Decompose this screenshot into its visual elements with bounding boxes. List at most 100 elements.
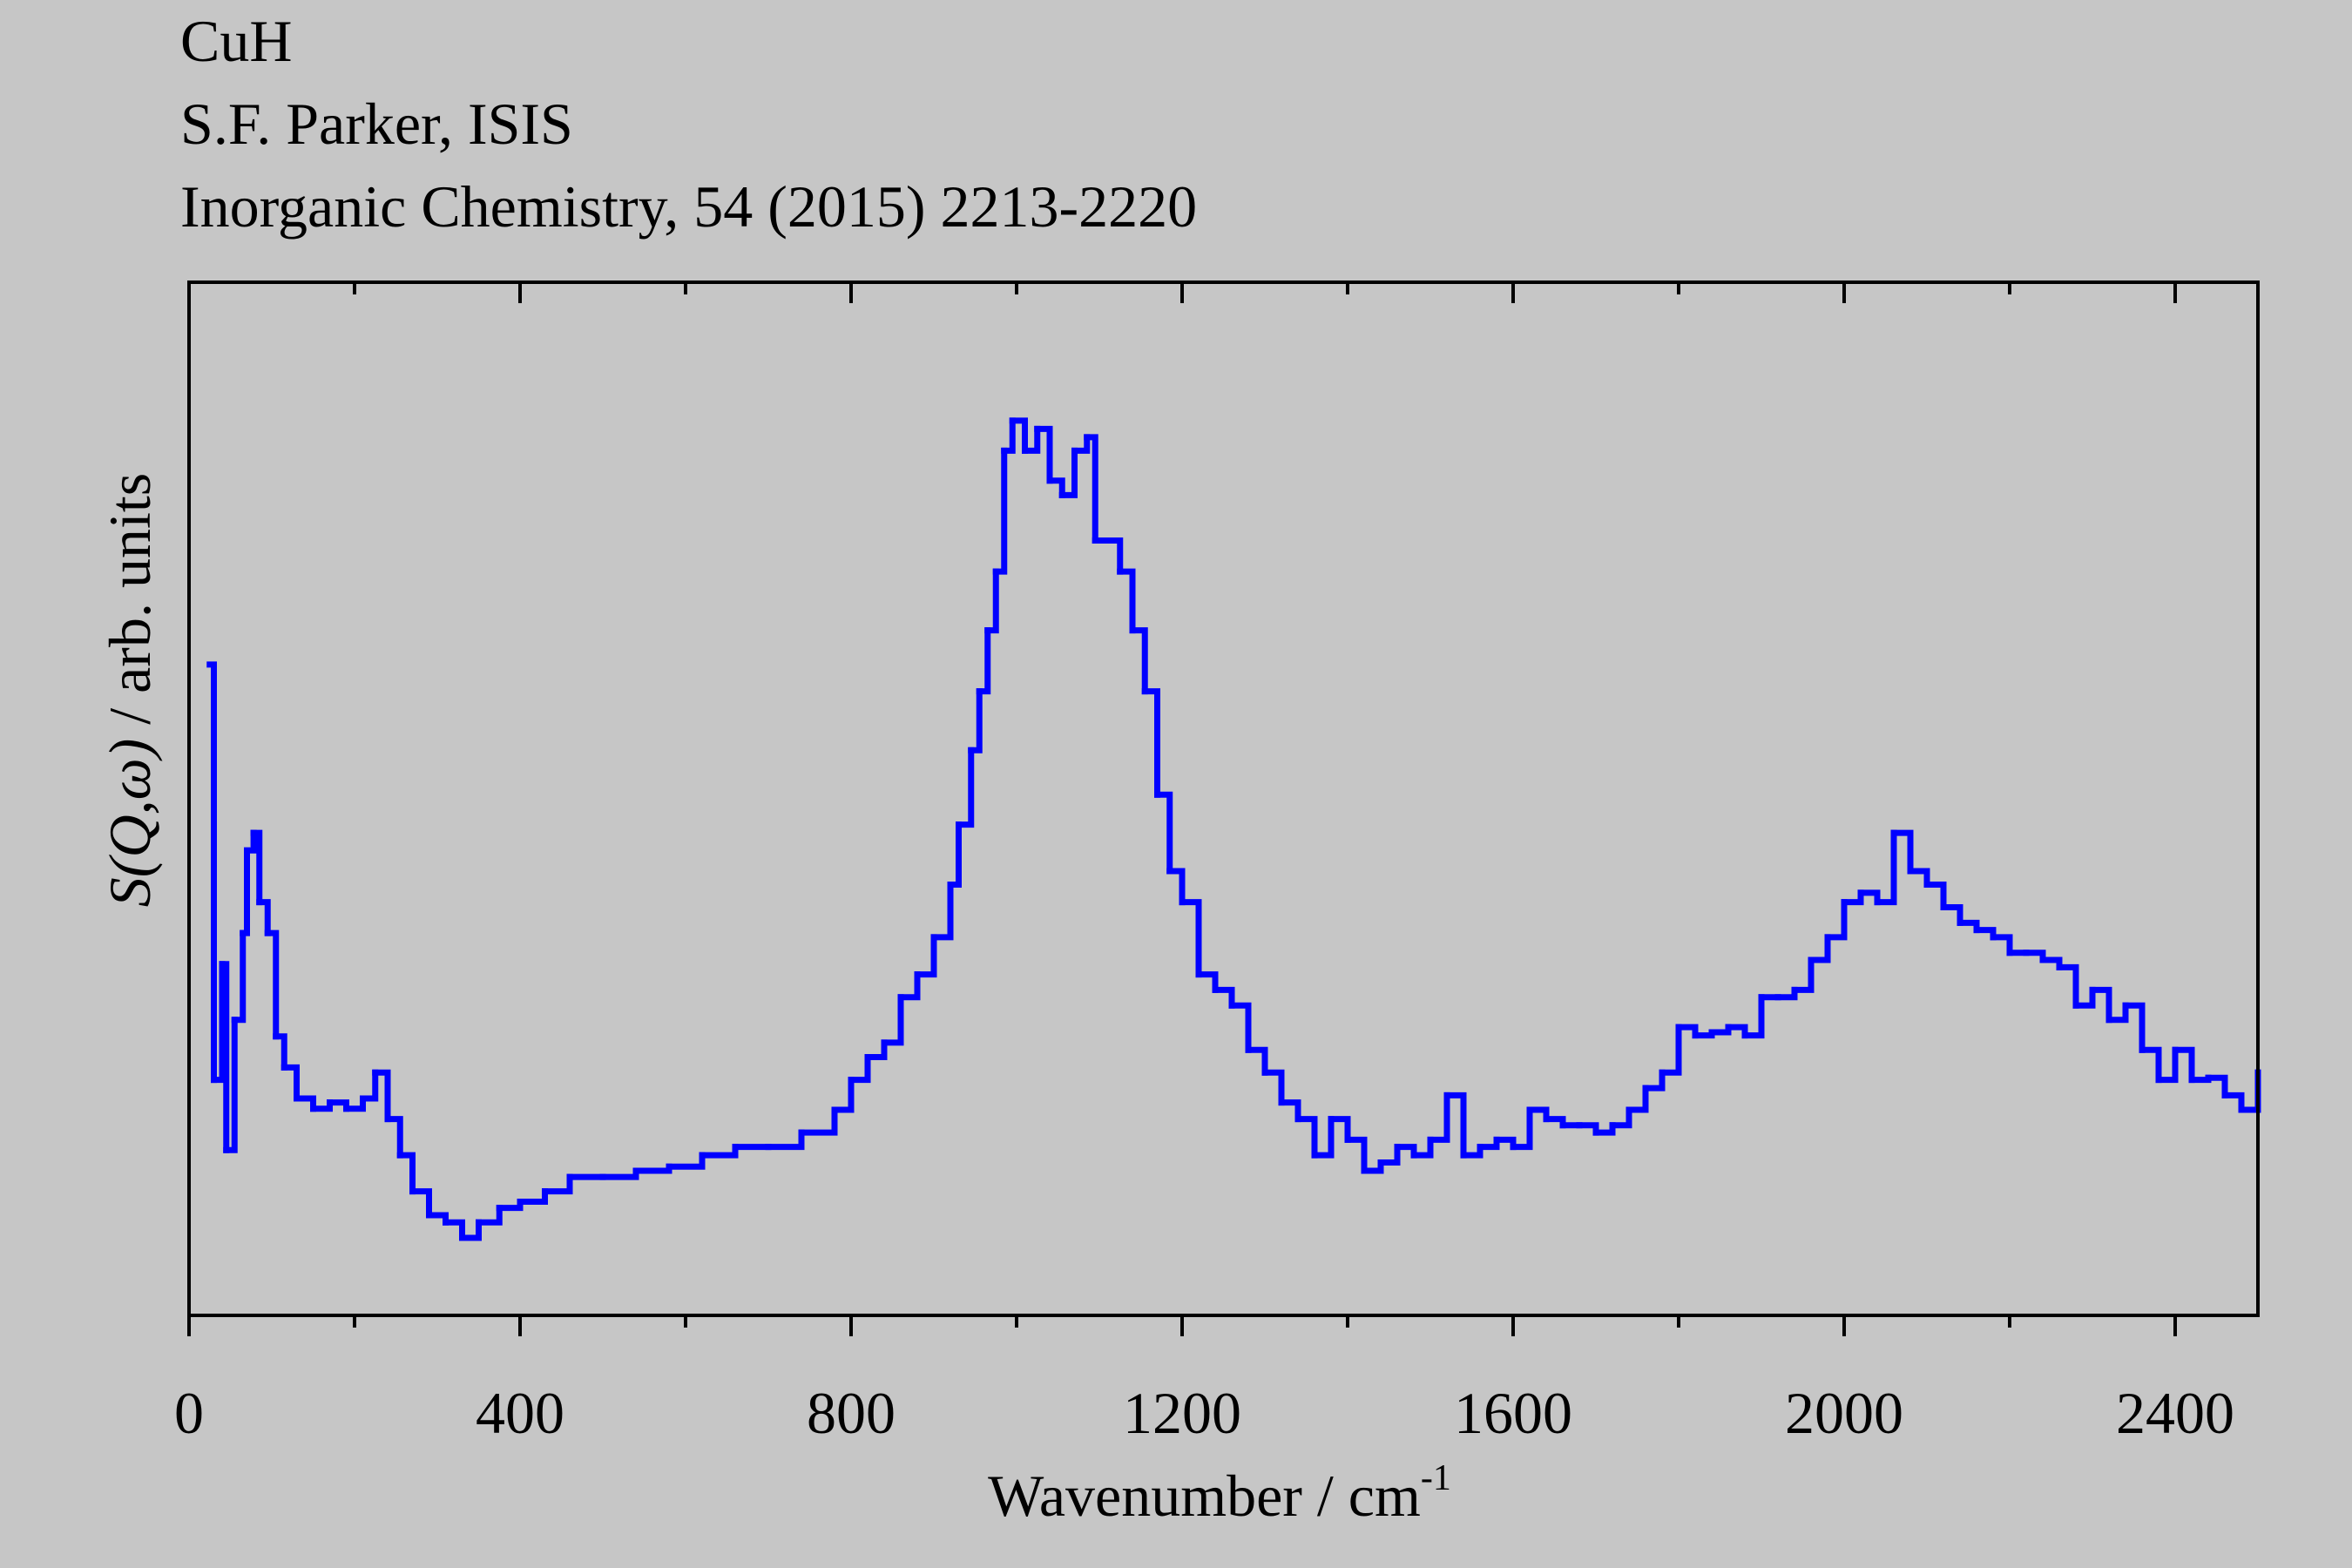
x-tick-label: 2000 — [1785, 1380, 1903, 1446]
spectrum-step — [409, 1188, 432, 1219]
spectrum-step — [2056, 963, 2079, 1009]
spectrum-step — [2122, 1002, 2146, 1053]
spectrum-step — [831, 1077, 855, 1113]
spectrum-step — [1129, 627, 1148, 695]
title-line: S.F. Parker, ISIS — [180, 91, 573, 157]
spectrum-step — [1659, 1024, 1682, 1076]
spectrum-step — [343, 1095, 366, 1112]
spectrum-step — [1261, 1069, 1285, 1106]
spectrum-step — [1874, 829, 1897, 906]
spectrum-step — [294, 1095, 316, 1112]
spectrum-step — [1990, 934, 2013, 956]
spectrum-step — [914, 934, 937, 978]
spectrum-step — [1245, 1046, 1268, 1076]
spectrum-step — [1625, 1085, 1649, 1113]
spectrum-step — [2105, 1002, 2129, 1024]
spectrum-step — [666, 1152, 706, 1170]
spectrum-step — [947, 821, 962, 888]
spectrum-step — [1278, 1099, 1301, 1123]
spectrum-step — [1084, 434, 1098, 544]
spectrum-step — [1179, 899, 1202, 978]
spectrum-step — [1808, 934, 1831, 963]
spectrum-step — [1001, 417, 1016, 454]
spectrum-step — [280, 1064, 300, 1102]
plot-frame — [187, 280, 2260, 1317]
spectrum-step — [2155, 1046, 2179, 1084]
x-axis-label: Wavenumber / cm-1 — [988, 1458, 1451, 1529]
spectrum-step — [1741, 994, 1765, 1039]
spectrum-step — [848, 1054, 871, 1084]
spectrum-step — [1141, 688, 1160, 798]
spectrum-step — [219, 961, 230, 1153]
spectrum-step — [1328, 1116, 1351, 1143]
spectrum-step — [2139, 1046, 2162, 1084]
spectrum-step — [1046, 477, 1065, 498]
plot-area — [206, 417, 2261, 1241]
spectrum-step — [223, 1017, 238, 1153]
spectrum-step — [273, 1033, 287, 1071]
y-axis-label-unit: / arb. units — [97, 473, 163, 725]
spectrum-step — [1824, 899, 1848, 941]
spectrum-step — [1009, 417, 1028, 454]
spectrum-step — [1526, 1106, 1550, 1123]
spectrum-step — [1642, 1069, 1666, 1092]
spectrum-step — [1195, 971, 1219, 993]
spectrum-step — [250, 829, 263, 906]
spectrum-step — [1510, 1106, 1533, 1151]
spectrum-step — [1154, 791, 1173, 875]
x-tick-label: 2400 — [2116, 1380, 2234, 1446]
x-tick-label: 1600 — [1454, 1380, 1572, 1446]
spectrum-step — [1311, 1116, 1335, 1159]
spectrum-step — [1166, 868, 1186, 906]
x-tick-label: 1200 — [1123, 1380, 1241, 1446]
spectrum-step — [1443, 1092, 1467, 1159]
spectrum-step — [1344, 1136, 1368, 1174]
spectrum-step — [1034, 425, 1053, 484]
title-line: CuH — [180, 8, 292, 74]
spectrum-step — [443, 1219, 465, 1241]
spectrum-step — [1117, 568, 1136, 634]
spectrum-step — [1071, 434, 1091, 454]
spectrum-step — [384, 1116, 403, 1159]
spectrum-step — [256, 899, 271, 936]
spectrum-step — [542, 1173, 573, 1195]
spectrum-step — [2205, 1074, 2228, 1098]
spectrum-step — [798, 1106, 838, 1136]
spectrum-step — [1609, 1106, 1632, 1129]
spectrum-step — [992, 447, 1008, 575]
spectrum-step — [881, 994, 904, 1046]
spectrum-step — [1890, 829, 1914, 875]
x-axis-label-text: Wavenumber / cm — [988, 1463, 1421, 1529]
spectrum-step — [240, 847, 250, 936]
spectrum-step — [864, 1039, 888, 1060]
spectrum-step — [2089, 986, 2112, 1024]
spectrum-step — [206, 661, 217, 1084]
spectrum-step — [2172, 1046, 2195, 1084]
spectrum-step — [1940, 904, 1963, 926]
spectrum-step — [372, 1069, 391, 1123]
spectrum-step — [231, 929, 247, 1024]
spectrum-step — [1427, 1092, 1450, 1143]
spectrum-step — [1377, 1144, 1401, 1166]
spectrum-step — [1791, 956, 1815, 993]
spectrum-step — [1228, 1002, 1252, 1053]
spectrum-step — [1058, 447, 1078, 498]
spectrum-step — [264, 929, 280, 1040]
spectrum-step — [968, 688, 983, 754]
spectrum-step — [1410, 1136, 1434, 1159]
spectrum-step — [1294, 1116, 1318, 1159]
x-tick-label: 400 — [476, 1380, 564, 1446]
spectrum-step — [897, 971, 921, 1001]
spectrum-step — [1212, 986, 1235, 1009]
y-axis-label: S(Q,ω) / arb. units — [97, 473, 163, 907]
x-axis-label-superscript: -1 — [1421, 1458, 1451, 1498]
spectrum-step — [459, 1219, 482, 1241]
title-line: Inorganic Chemistry, 54 (2015) 2213-2220 — [180, 173, 1197, 240]
spectrum-step — [517, 1188, 548, 1206]
spectrum-step — [1923, 881, 1947, 911]
spectrum-step — [984, 568, 999, 634]
spectrum-step — [1857, 889, 1881, 906]
spectrum-step — [2221, 1092, 2245, 1113]
